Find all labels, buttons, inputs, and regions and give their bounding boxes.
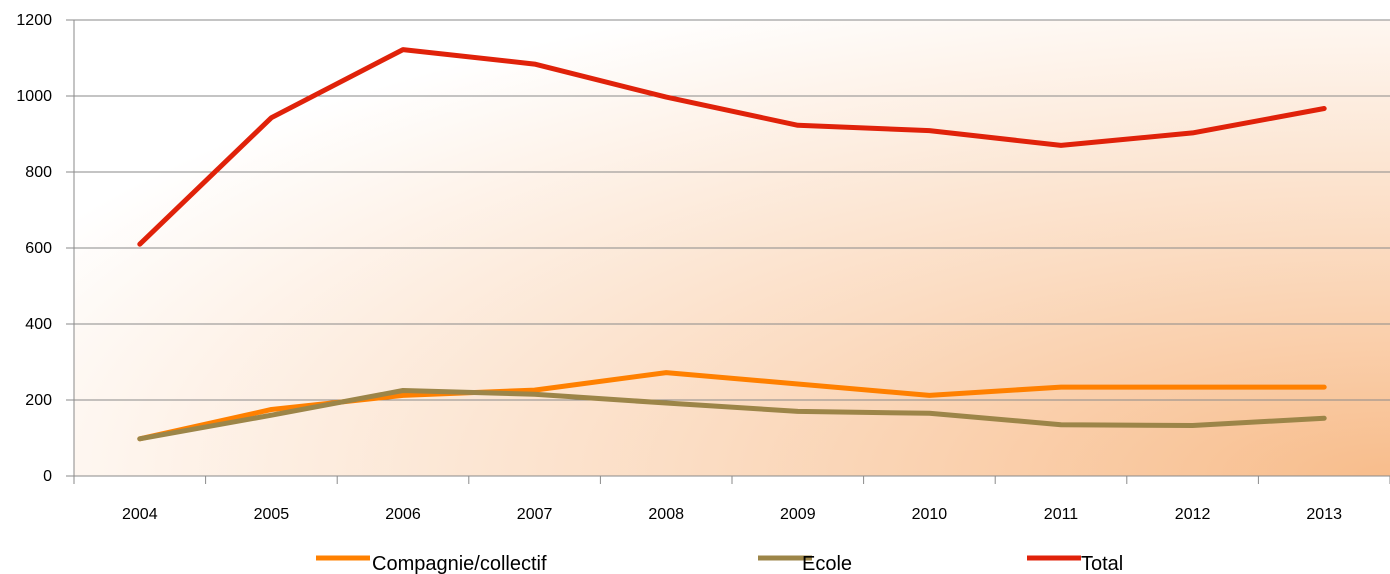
x-tick-label: 2012 <box>1175 506 1211 523</box>
y-tick-label: 1000 <box>16 88 52 105</box>
legend-label: Total <box>1081 553 1123 574</box>
x-tick-label: 2010 <box>912 506 948 523</box>
axes <box>66 19 1390 484</box>
y-tick-label: 1200 <box>16 12 52 29</box>
x-tick-label: 2011 <box>1044 506 1079 523</box>
gridlines <box>74 19 1390 401</box>
series-line-ecole <box>137 388 1327 442</box>
x-tick-label: 2007 <box>517 506 553 523</box>
legend-label: Compagnie/collectif <box>372 553 547 574</box>
series-lines <box>137 47 1327 442</box>
x-tick-label: 2009 <box>780 506 816 523</box>
legend-item: Total <box>1027 553 1123 574</box>
legend-label: Ecole <box>802 553 852 574</box>
x-tick-label: 2013 <box>1306 506 1342 523</box>
y-tick-label: 400 <box>25 316 52 333</box>
y-tick-label: 200 <box>25 392 52 409</box>
y-tick-label: 800 <box>25 164 52 181</box>
x-tick-label: 2006 <box>385 506 421 523</box>
x-tick-label: 2008 <box>648 506 684 523</box>
x-tick-label: 2005 <box>254 506 290 523</box>
legend-item: Ecole <box>758 553 852 574</box>
y-axis-tick-labels: 0 200 400 600 800 1000 1200 <box>16 12 52 485</box>
y-tick-label: 0 <box>43 468 52 485</box>
x-axis-tick-labels: 2004 2005 2006 2007 2008 2009 2010 2011 2012 2013 <box>122 506 1342 523</box>
y-tick-label: 600 <box>25 240 52 257</box>
x-tick-label: 2004 <box>122 506 158 523</box>
legend: Compagnie/collectif Ecole Total <box>316 553 1123 574</box>
legend-item: Compagnie/collectif <box>316 553 547 574</box>
series-line-total <box>137 47 1327 247</box>
